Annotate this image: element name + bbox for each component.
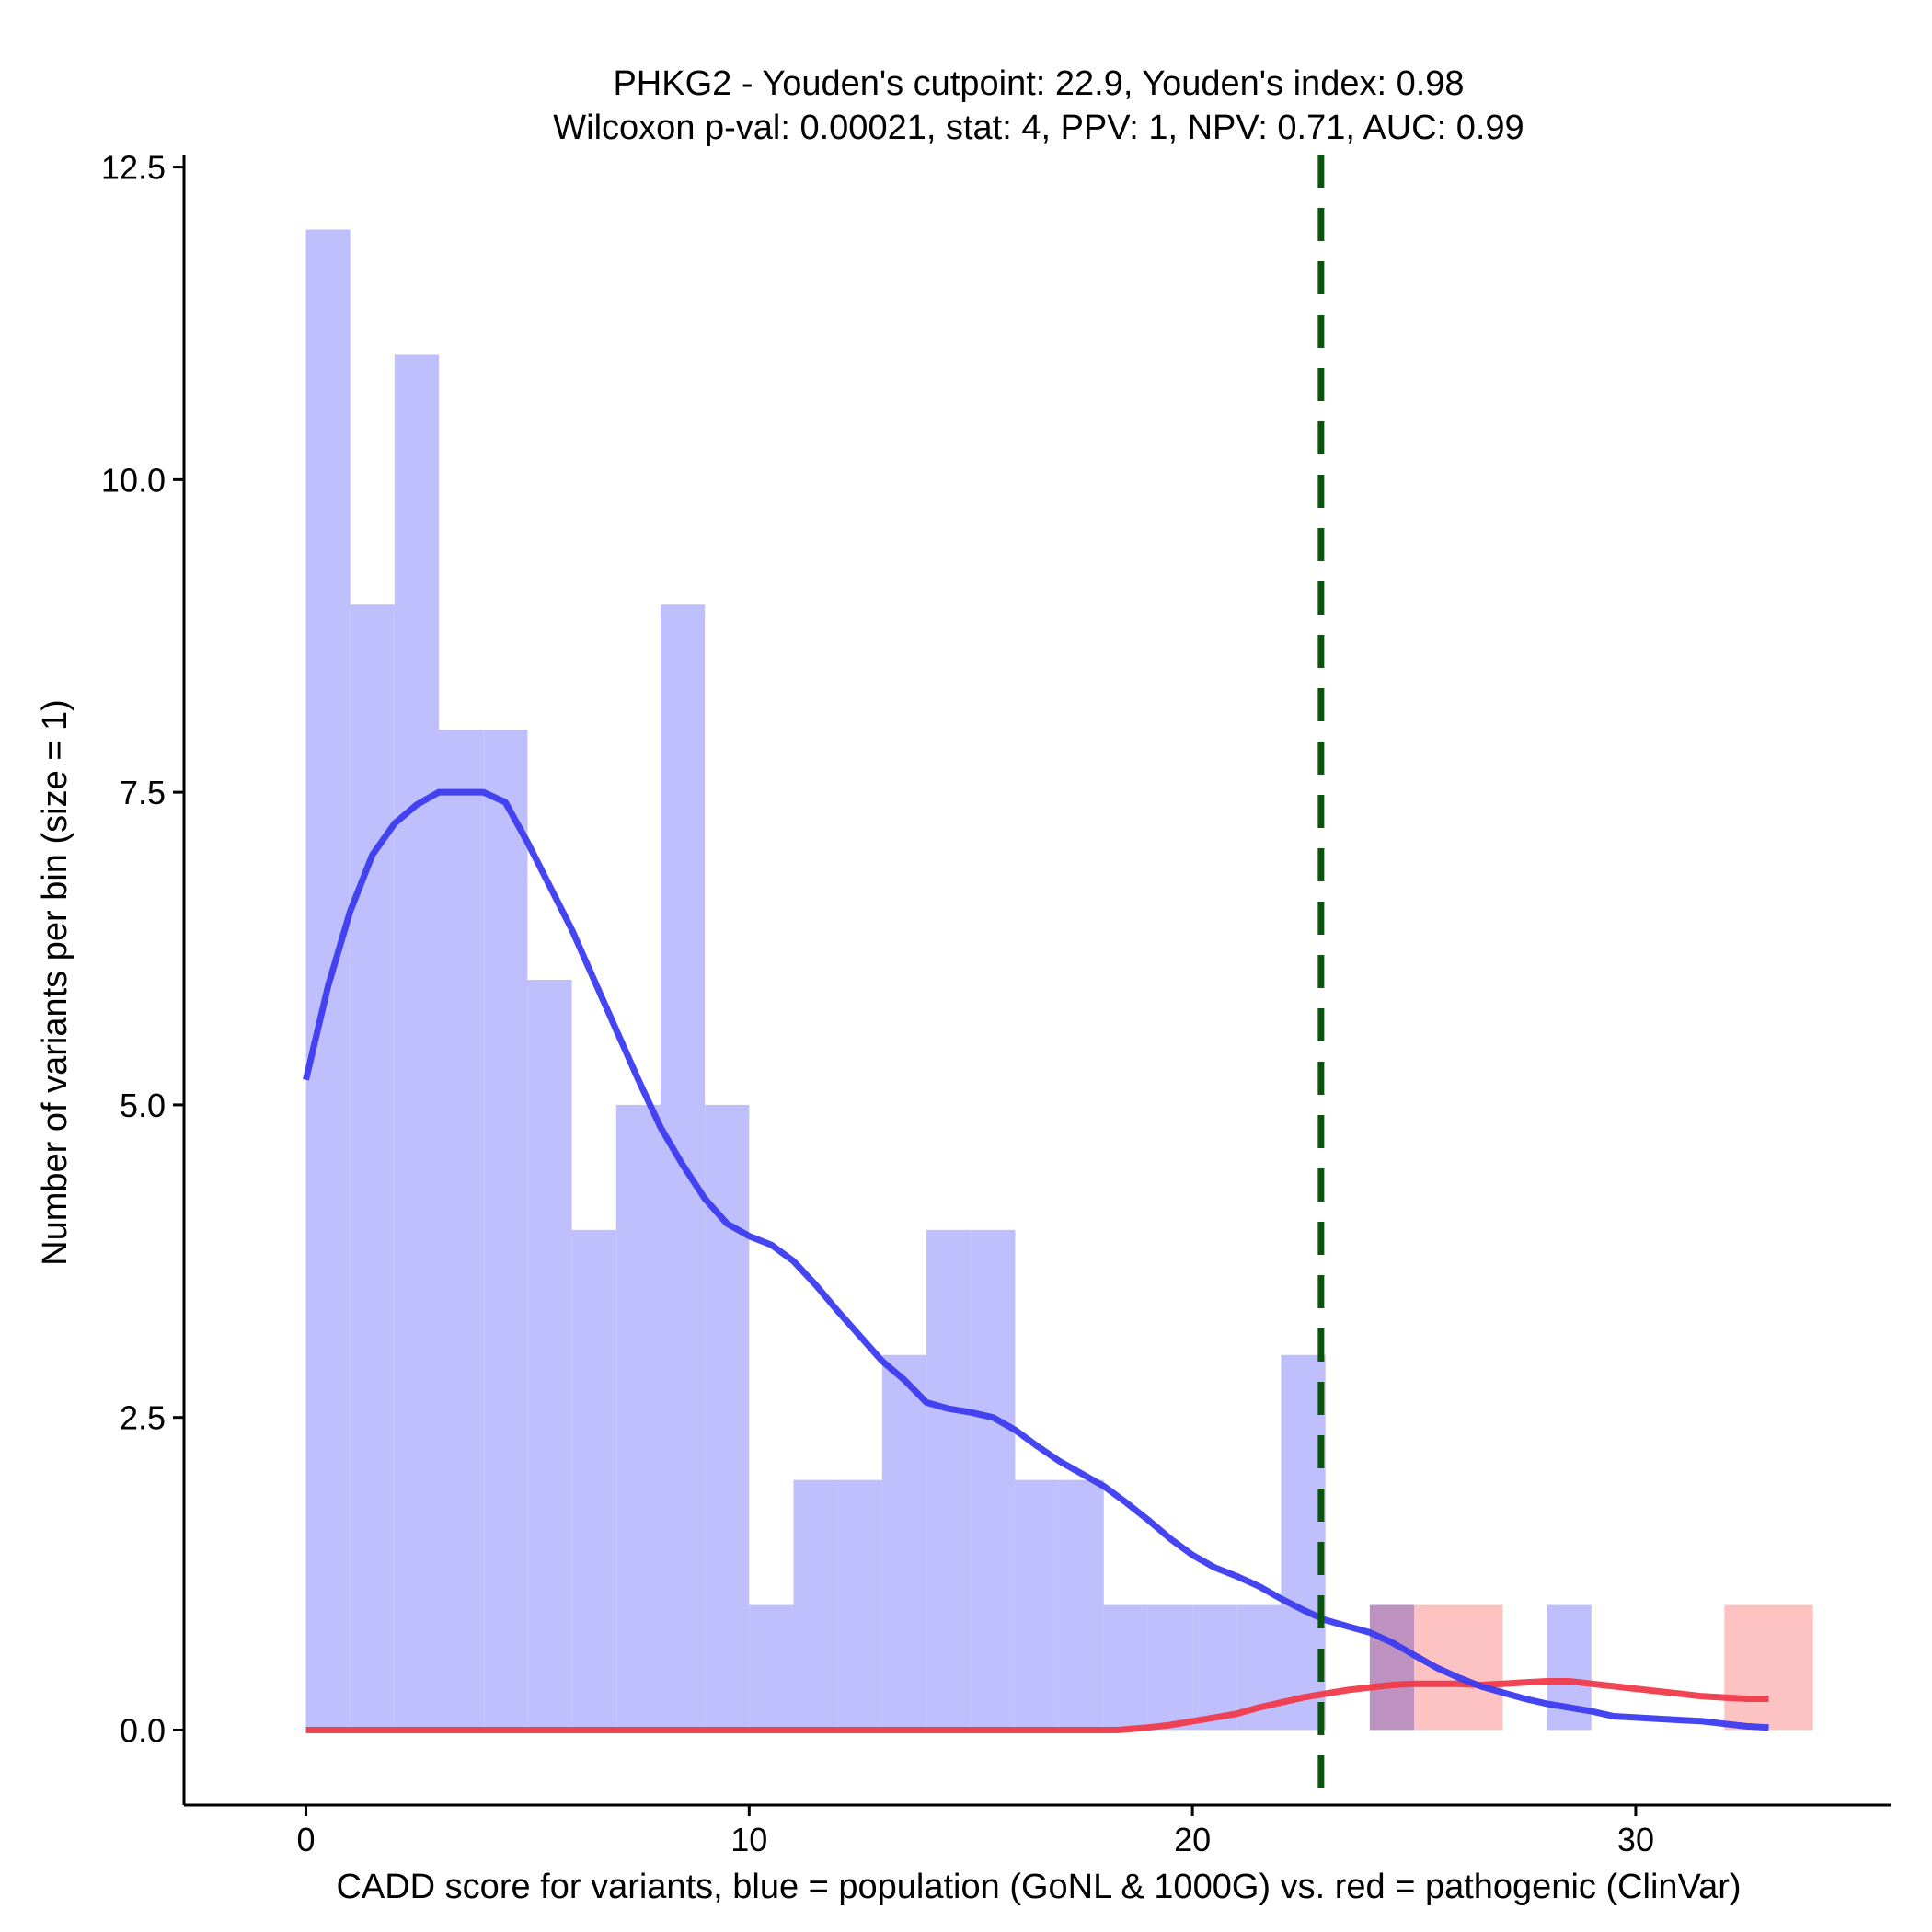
chart-title-line-2: Wilcoxon p-val: 0.00021, stat: 4, PPV: 1… <box>553 109 1524 147</box>
y-tick-label: 7.5 <box>120 774 166 811</box>
pathogenic-bar <box>1768 1604 1813 1731</box>
population-bar <box>971 1229 1016 1731</box>
pathogenic-density-line <box>305 1678 1769 1733</box>
population-bar <box>881 1354 927 1731</box>
population-bar <box>926 1229 972 1731</box>
pathogenic-bar <box>1458 1604 1503 1731</box>
y-tick-label: 5.0 <box>120 1087 166 1124</box>
population-bar <box>527 980 572 1731</box>
pathogenic-bar <box>1724 1604 1769 1731</box>
population-bar <box>1103 1604 1148 1731</box>
population-bars <box>305 229 1592 1731</box>
population-bar <box>1059 1479 1104 1731</box>
y-axis-label: Number of variants per bin (size = 1) <box>36 699 75 1266</box>
pathogenic-bars <box>1369 1604 1813 1731</box>
population-bar <box>394 354 440 1731</box>
population-bar <box>571 1229 616 1731</box>
population-bar <box>793 1479 838 1731</box>
population-bar <box>1147 1604 1193 1731</box>
population-bar <box>749 1604 794 1731</box>
y-tick-label: 2.5 <box>120 1399 166 1437</box>
population-bar <box>615 1104 661 1731</box>
x-axis-label: CADD score for variants, blue = populati… <box>336 1868 1741 1906</box>
chart-title-line-1: PHKG2 - Youden's cutpoint: 22.9, Youden'… <box>613 64 1464 103</box>
population-bar <box>483 730 528 1731</box>
population-bar <box>439 730 484 1731</box>
tick-layer: 0 10 20 30 0.0 2.5 5.0 7.5 10.0 12.5 <box>101 149 1654 1858</box>
x-tick-label: 30 <box>1617 1821 1654 1858</box>
x-tick-label: 0 <box>296 1821 315 1858</box>
y-tick-label: 10.0 <box>101 461 166 499</box>
population-bar <box>705 1104 750 1731</box>
population-bar <box>350 604 395 1731</box>
y-tick-label: 12.5 <box>101 149 166 187</box>
population-bar <box>1192 1604 1237 1731</box>
y-tick-label: 0.0 <box>120 1711 166 1749</box>
x-tick-label: 20 <box>1174 1821 1211 1858</box>
x-tick-label: 10 <box>730 1821 767 1858</box>
pathogenic-bar <box>1369 1604 1415 1731</box>
axes <box>182 155 1891 1807</box>
population-bar <box>1015 1479 1060 1731</box>
density-curves <box>303 788 1769 1733</box>
population-density-line <box>303 788 1769 1731</box>
population-bar <box>837 1479 882 1731</box>
